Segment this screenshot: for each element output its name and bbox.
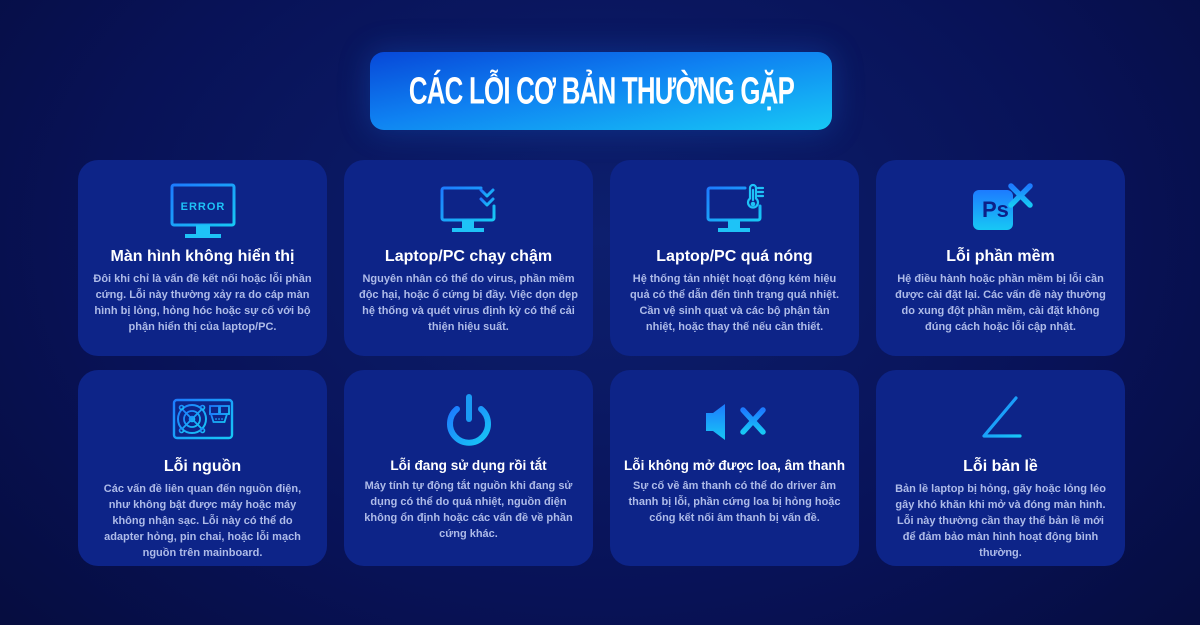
svg-text:Ps: Ps	[982, 197, 1009, 222]
svg-text:ERROR: ERROR	[180, 201, 225, 213]
